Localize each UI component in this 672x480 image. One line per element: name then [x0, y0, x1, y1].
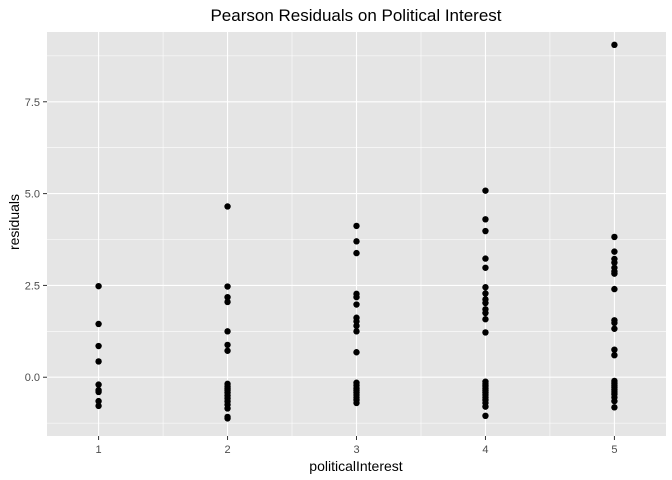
x-tick-label: 1	[96, 444, 102, 456]
data-point	[611, 319, 618, 327]
data-point	[353, 318, 360, 325]
data-point	[353, 322, 360, 330]
data-point	[611, 41, 618, 49]
data-point	[482, 403, 489, 410]
data-point	[611, 352, 618, 359]
data-point	[95, 342, 102, 350]
data-point	[482, 227, 489, 235]
data-point	[95, 388, 102, 396]
data-point	[353, 249, 360, 257]
data-point	[224, 405, 231, 412]
data-points	[95, 41, 618, 422]
data-point	[95, 358, 102, 365]
data-point	[353, 222, 360, 230]
data-point	[482, 216, 489, 223]
data-point	[224, 203, 231, 210]
data-point	[353, 328, 360, 335]
y-tick-label: 0.0	[25, 372, 40, 384]
data-point	[611, 325, 618, 332]
y-tick-label: 2.5	[25, 280, 40, 292]
data-point	[224, 298, 231, 306]
data-point	[224, 328, 231, 335]
x-tick-label: 4	[482, 444, 488, 456]
data-point	[95, 381, 102, 388]
data-point	[224, 341, 231, 349]
data-point	[611, 404, 618, 411]
data-point	[611, 397, 618, 405]
data-point	[482, 329, 489, 336]
y-tick-label: 7.5	[25, 97, 40, 109]
data-point	[353, 301, 360, 308]
y-tick-label: 5.0	[25, 189, 40, 201]
data-point	[95, 320, 102, 328]
data-point	[482, 187, 489, 194]
data-point	[482, 264, 489, 271]
x-tick-label: 2	[224, 444, 230, 456]
data-point	[611, 233, 618, 241]
data-point	[224, 347, 231, 354]
data-point	[482, 255, 489, 262]
data-point	[611, 248, 618, 255]
data-point	[353, 238, 360, 245]
y-axis-title: residuals	[6, 194, 22, 250]
x-axis-tick-labels: 1 2 3 4 5	[96, 444, 618, 456]
data-point	[353, 349, 360, 356]
data-point	[353, 293, 360, 301]
data-point	[611, 285, 618, 293]
y-axis-tick-labels: 0.0 2.5 5.0 7.5	[25, 97, 40, 384]
data-point	[482, 316, 489, 323]
data-point	[611, 270, 618, 277]
axis-ticks	[43, 101, 615, 440]
data-point	[482, 299, 489, 307]
x-tick-label: 3	[353, 444, 359, 456]
x-tick-label: 5	[611, 444, 617, 456]
data-point	[224, 283, 231, 290]
data-point	[95, 397, 102, 405]
data-point	[482, 309, 489, 317]
data-point	[611, 346, 618, 353]
x-axis-title: politicalInterest	[309, 458, 402, 474]
data-point	[224, 415, 231, 422]
data-point	[482, 412, 489, 419]
chart-title: Pearson Residuals on Political Interest	[210, 6, 501, 25]
data-point	[611, 259, 618, 266]
data-point	[482, 284, 489, 291]
data-point	[353, 399, 360, 407]
data-point	[224, 293, 231, 301]
data-point	[482, 290, 489, 297]
data-point	[95, 402, 102, 410]
data-point	[95, 282, 102, 290]
